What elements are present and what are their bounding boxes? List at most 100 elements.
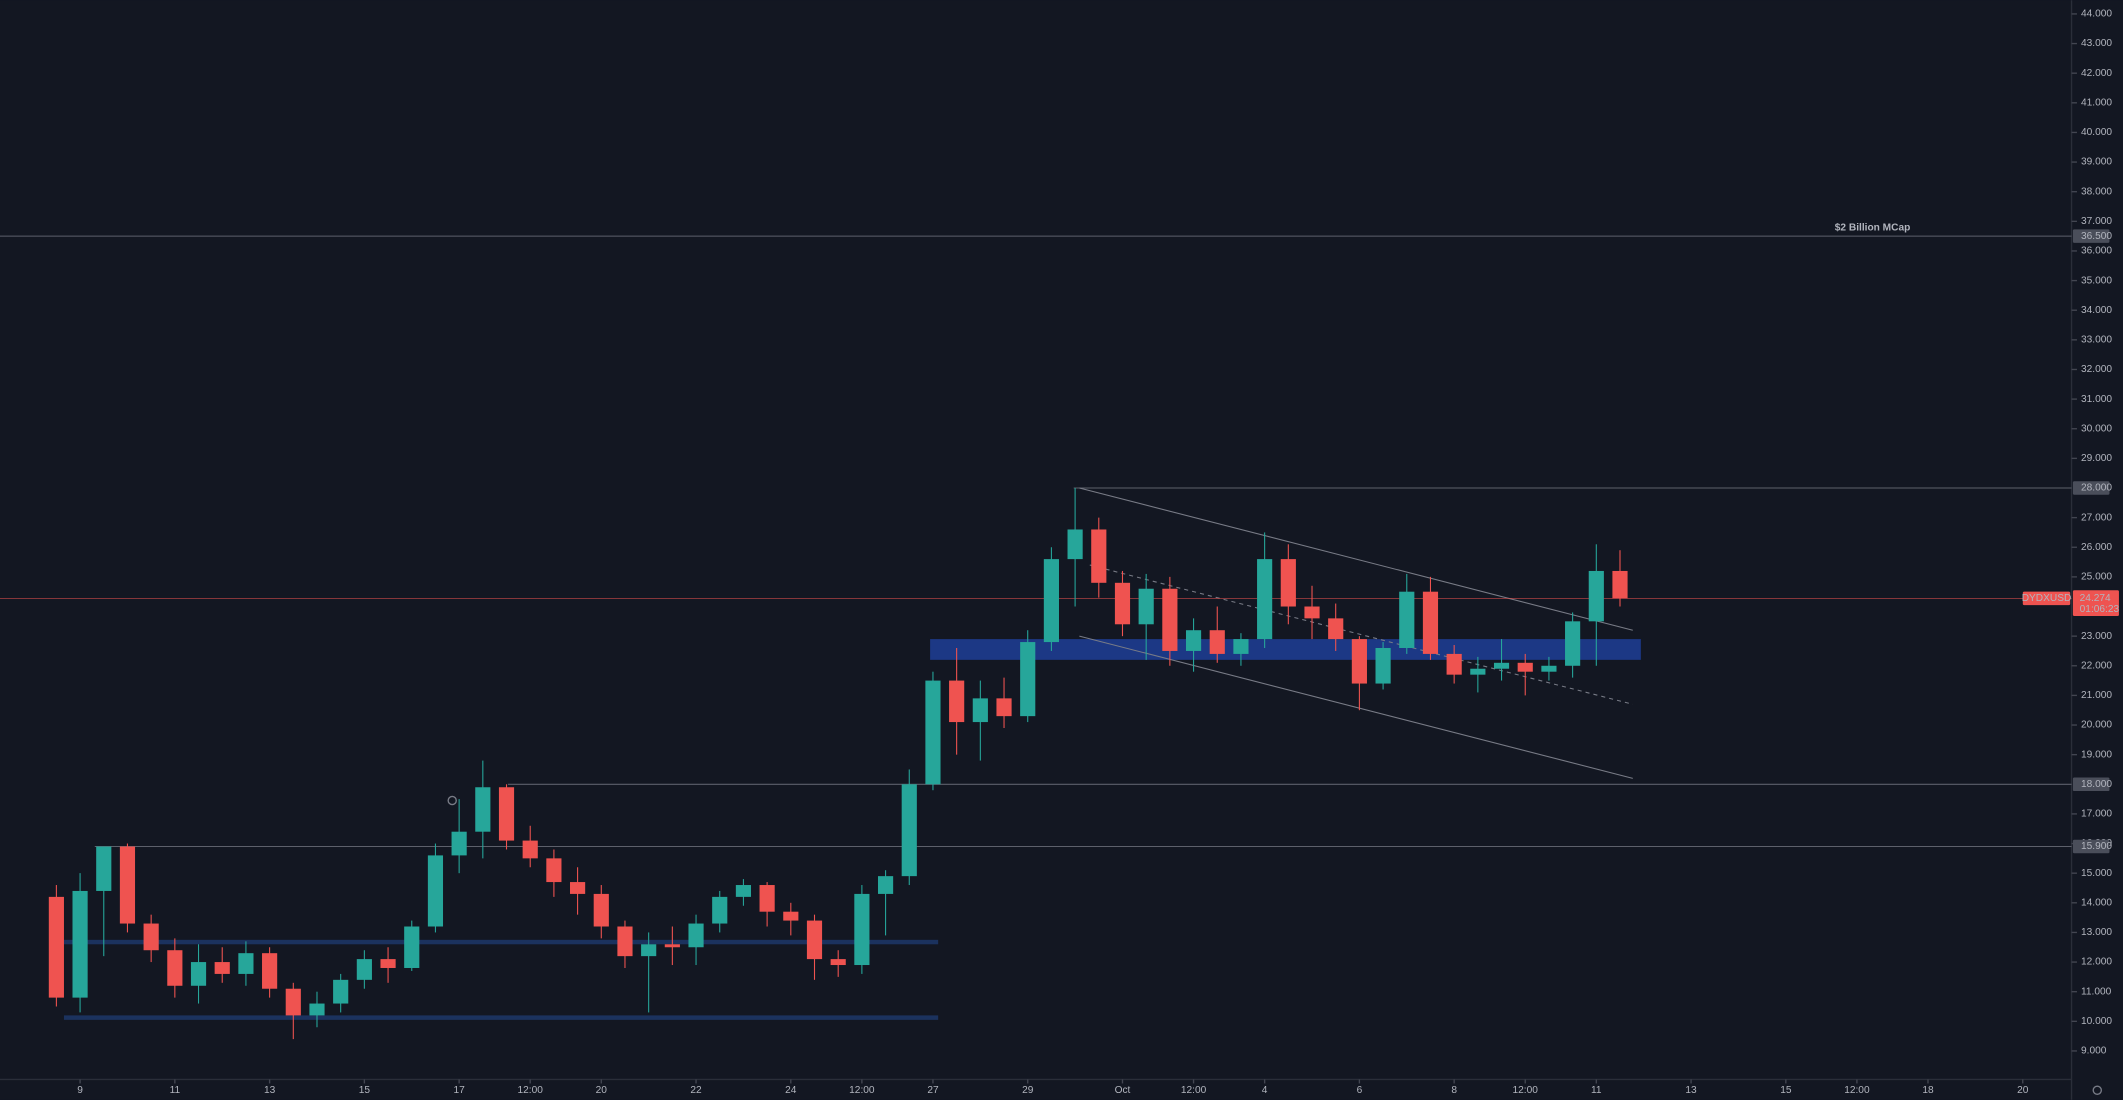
candle-body [309, 1003, 325, 1016]
candle-body [380, 959, 396, 968]
candle-body [1399, 591, 1415, 648]
candle-body [451, 831, 467, 856]
y-tick-label: 32.000 [2081, 364, 2112, 375]
candle-body [901, 784, 917, 877]
x-tick-label: 6 [1357, 1085, 1363, 1096]
candle-body [1470, 668, 1486, 675]
candle-body [570, 882, 586, 894]
y-tick-label: 26.000 [2081, 542, 2112, 553]
y-tick-label: 11.000 [2081, 986, 2112, 997]
candle-body [1185, 630, 1202, 651]
candle-body [1304, 606, 1320, 619]
candle-body [877, 876, 894, 894]
y-tick-label: 33.000 [2081, 335, 2112, 346]
candle-body [617, 926, 633, 957]
x-tick-label: Oct [1115, 1085, 1131, 1096]
candle-body [783, 911, 799, 921]
x-tick-label: 12:00 [518, 1085, 544, 1096]
y-tick-label: 29.000 [2081, 453, 2112, 464]
countdown: 01:06:23 [2080, 604, 2120, 615]
candle-body [475, 787, 491, 832]
candle-body [262, 953, 278, 989]
candle-body [427, 855, 444, 927]
candle-body [1138, 588, 1154, 625]
y-tick-label: 44.000 [2081, 9, 2112, 20]
x-tick-label: 12:00 [849, 1085, 875, 1096]
y-tick-label: 30.000 [2081, 423, 2112, 434]
candle-body [1328, 618, 1344, 640]
x-tick-label: 15 [1780, 1085, 1792, 1096]
candle-body [1067, 529, 1083, 560]
candle-body [1588, 570, 1604, 622]
x-tick-label: 18 [1922, 1085, 1934, 1096]
x-tick-label: 9 [77, 1085, 83, 1096]
symbol-label: DYDXUSD [2022, 593, 2072, 604]
x-tick-label: 12:00 [1844, 1085, 1870, 1096]
y-tick-label: 22.000 [2081, 660, 2112, 671]
y-tick-label: 41.000 [2081, 97, 2112, 108]
x-tick-label: 12:00 [1513, 1085, 1539, 1096]
level-label: 18.000 [2081, 779, 2112, 790]
candle-body [1091, 529, 1107, 583]
zone [63, 939, 939, 945]
y-tick-label: 39.000 [2081, 157, 2112, 168]
y-tick-label: 37.000 [2081, 216, 2112, 227]
y-tick-label: 42.000 [2081, 68, 2112, 79]
candle-body [1043, 559, 1059, 643]
settings-icon[interactable] [2092, 1085, 2103, 1095]
candle-body [806, 920, 823, 960]
x-tick-label: 12:00 [1181, 1085, 1207, 1096]
y-tick-label: 21.000 [2081, 690, 2112, 701]
event-icon[interactable] [447, 795, 457, 806]
candle-body [1493, 662, 1510, 669]
candle-body [759, 885, 775, 912]
x-tick-label: 4 [1262, 1085, 1268, 1096]
level-label: 36.500 [2081, 231, 2112, 242]
candle-body [546, 858, 562, 883]
x-tick-label: 8 [1451, 1085, 1457, 1096]
trendline [1079, 487, 1633, 631]
candle-body [522, 840, 538, 859]
x-tick-label: 24 [785, 1085, 797, 1096]
candle-body [96, 846, 112, 891]
y-tick-label: 15.000 [2081, 868, 2112, 879]
y-tick-label: 27.000 [2081, 512, 2112, 523]
candle-body [1162, 588, 1178, 651]
candle-body [854, 893, 870, 966]
y-tick-label: 14.000 [2081, 897, 2112, 908]
x-tick-label: 15 [359, 1085, 371, 1096]
candle-body [1114, 582, 1131, 625]
y-tick-label: 12.000 [2081, 957, 2112, 968]
y-tick-label: 20.000 [2081, 720, 2112, 731]
candle-body [190, 962, 207, 986]
level-tag [2072, 229, 2110, 243]
y-tick-label: 38.000 [2081, 186, 2112, 197]
candle-body [1351, 639, 1367, 684]
candle-body [404, 926, 420, 968]
y-tick-label: 36.000 [2081, 246, 2112, 257]
trendline [1079, 635, 1633, 779]
level-label: 15.900 [2081, 841, 2112, 852]
candle-body [949, 680, 965, 723]
symbol-tag [2022, 591, 2071, 606]
candle-body [1233, 639, 1249, 654]
price-label: 24.274 [2080, 593, 2111, 604]
y-tick-label: 9.000 [2081, 1046, 2107, 1057]
candle-body [712, 896, 728, 924]
candle-body [735, 885, 752, 897]
x-tick-label: 17 [453, 1085, 465, 1096]
candle-body [238, 953, 254, 974]
candle-body [1422, 591, 1439, 654]
y-tick-label: 35.000 [2081, 275, 2112, 286]
candle-body [593, 893, 609, 927]
candle-body [1565, 621, 1581, 666]
y-tick-label: 31.000 [2081, 394, 2112, 405]
y-tick-label: 10.000 [2081, 1016, 2112, 1027]
candle-body [925, 680, 941, 785]
y-tick-label: 19.000 [2081, 749, 2112, 760]
candle-body [285, 988, 301, 1016]
zone [930, 639, 1641, 660]
